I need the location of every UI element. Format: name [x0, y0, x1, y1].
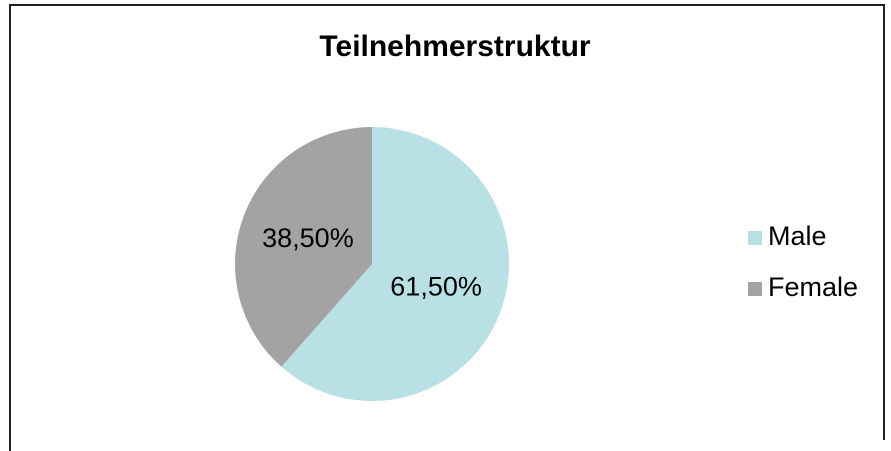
legend-label: Female: [768, 272, 858, 302]
legend-label: Male: [768, 221, 827, 251]
legend-swatch: [748, 231, 762, 245]
data-label: 38,50%: [262, 223, 354, 253]
pie-slice: [234, 127, 372, 367]
data-label: 61,50%: [390, 271, 482, 301]
chart-title: Teilnehmerstruktur: [319, 30, 590, 63]
chart-frame: [9, 4, 885, 451]
legend-swatch: [748, 282, 762, 296]
pie-slice: [281, 127, 509, 401]
